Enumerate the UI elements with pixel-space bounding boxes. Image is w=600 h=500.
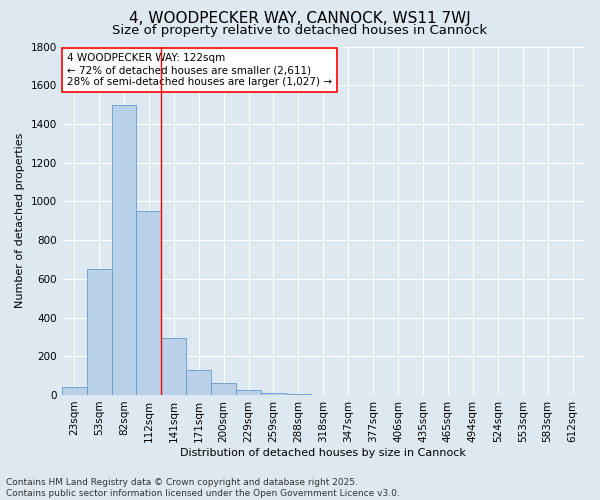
Text: 4 WOODPECKER WAY: 122sqm
← 72% of detached houses are smaller (2,611)
28% of sem: 4 WOODPECKER WAY: 122sqm ← 72% of detach… [67,54,332,86]
Bar [211,384,236,395]
Bar [286,394,311,395]
Text: Size of property relative to detached houses in Cannock: Size of property relative to detached ho… [112,24,488,37]
Bar [136,211,161,395]
Bar [112,104,136,395]
Bar [161,338,186,395]
Bar [236,390,261,395]
Bar [261,393,286,395]
Text: 4, WOODPECKER WAY, CANNOCK, WS11 7WJ: 4, WOODPECKER WAY, CANNOCK, WS11 7WJ [129,11,471,26]
Bar [86,269,112,395]
Bar [186,370,211,395]
Y-axis label: Number of detached properties: Number of detached properties [15,133,25,308]
Text: Contains HM Land Registry data © Crown copyright and database right 2025.
Contai: Contains HM Land Registry data © Crown c… [6,478,400,498]
X-axis label: Distribution of detached houses by size in Cannock: Distribution of detached houses by size … [181,448,466,458]
Bar [62,387,86,395]
